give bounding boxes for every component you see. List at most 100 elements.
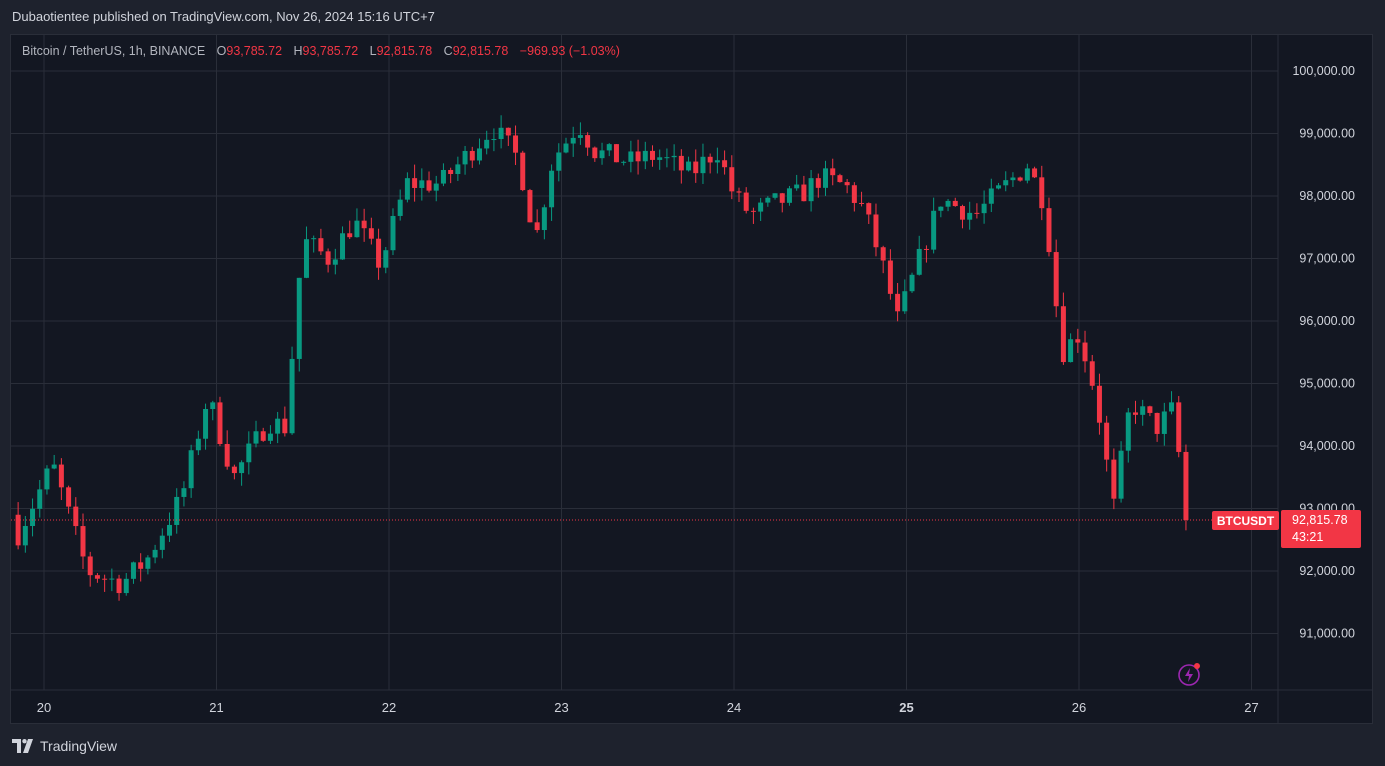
candle-body [1053,252,1059,307]
candle-body [758,202,764,212]
price-axis[interactable]: 100,000.00 99,000.00 98,000.00 97,000.00 96,… [1292,64,1355,641]
candle-body [354,220,360,238]
candle-body [332,259,338,265]
candle-body [231,466,237,474]
candle-body [577,135,583,138]
candle-countdown: 43:21 [1292,530,1323,544]
symbol-badge [1212,511,1279,531]
time-tick-label: 23 [554,700,568,715]
candle-body [340,233,346,260]
candle-body [73,506,79,527]
candle-body [376,238,382,268]
candle-body [174,496,180,525]
candle-body [1183,451,1189,521]
candle-body [325,251,331,265]
candle-body [794,184,800,189]
time-tick-label: 24 [727,700,741,715]
candle-body [491,139,497,141]
candle-body [931,210,937,250]
candle-body [779,193,785,203]
candle-body [1068,339,1074,363]
candle-body [412,178,418,188]
candle-body [116,578,122,594]
candle-body [267,433,273,441]
candle-body [361,220,367,229]
candle-body [282,418,288,434]
candle-body [1075,339,1081,343]
candle-body [563,143,569,153]
candle-body [938,206,944,211]
candle-body [613,144,619,163]
candle-body [621,161,627,163]
symbol-description[interactable]: Bitcoin / TetherUS, 1h, BINANCE [22,44,206,58]
candle-body [1017,177,1023,181]
chart-pane[interactable] [10,34,1373,724]
candle-body [895,293,901,312]
candle-body [505,127,511,136]
candle-body [1010,177,1016,181]
price-badge-value: 92,815.78 [1292,513,1348,527]
candle-body [967,212,973,220]
candle-body [159,535,165,550]
lightning-icon[interactable] [1177,662,1201,686]
candle-body [880,247,886,261]
candle-body [66,487,72,507]
candle-body [44,468,50,490]
candle-body [541,207,547,231]
candle-body [203,408,209,439]
candle-body [152,549,158,558]
candle-body [642,150,648,162]
candle-body [275,418,281,434]
candle-body [750,210,756,212]
candle-body [303,239,309,278]
candle-body [246,443,252,463]
candle-body [433,183,439,191]
candle-body [823,168,829,188]
candle-body [1154,412,1160,434]
time-tick-label: 25 [899,700,913,715]
candle-body [217,402,223,445]
candle-body [462,150,468,165]
candle-body [498,127,504,140]
price-badge [1281,510,1361,549]
candle-body [210,402,216,409]
candle-body [102,578,108,580]
candle-body [368,228,374,239]
low-value: 92,815.78 [376,44,433,58]
candle-body [866,203,872,215]
candle-body [296,277,302,359]
candle-body [239,462,245,474]
candle-body [1039,177,1045,209]
candle-body [808,178,814,202]
candle-body [1060,306,1066,363]
candle-body [959,206,965,220]
candle-body [37,489,43,509]
candle-body [570,137,576,144]
candle-body [635,151,641,162]
price-tick-label: 99,000.00 [1299,127,1355,141]
candle-body [722,160,728,168]
candle-body [549,170,555,208]
candle-body [1125,412,1131,451]
candle-body [513,135,519,153]
candle-body [1161,411,1167,434]
candle-body [765,197,771,203]
candle-body [649,150,655,160]
time-tick-label: 22 [382,700,396,715]
price-tick-label: 96,000.00 [1299,314,1355,328]
candle-body [138,562,144,569]
candle-body [520,152,526,191]
time-axis[interactable]: 20 21 22 23 24 25 26 27 [37,700,1259,715]
candle-body [123,578,129,594]
candle-body [1024,168,1030,181]
candle-body [1032,168,1038,178]
candle-body [383,250,389,268]
candle-body [1132,412,1138,415]
candle-body [1169,402,1175,412]
candle-body [318,238,324,252]
open-value: 93,785.72 [226,44,283,58]
tradingview-footer[interactable]: TradingView [12,736,117,756]
grid-lines [11,35,1373,723]
candle-body [1082,342,1088,362]
